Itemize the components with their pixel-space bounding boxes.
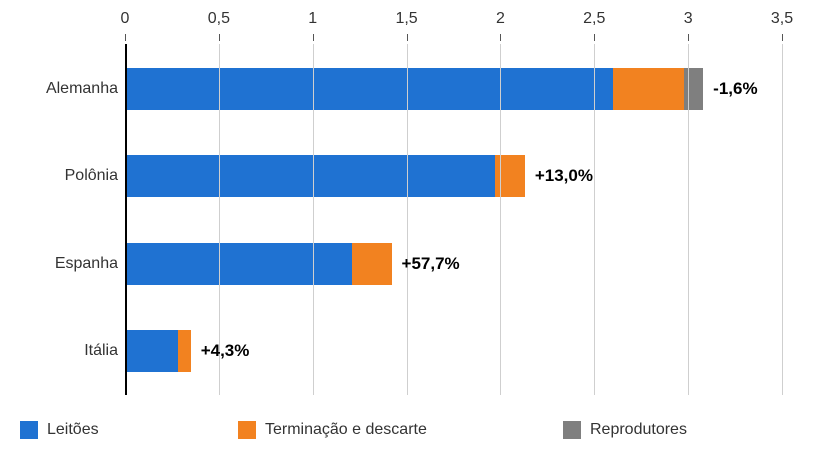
gridline (406, 44, 408, 395)
category-label: Polônia (64, 167, 118, 184)
x-axis-tick-mark (594, 34, 596, 41)
x-axis-tick-label: 2,5 (583, 10, 606, 27)
bar-segment-series-1 (352, 243, 392, 285)
x-axis-tick-mark (218, 34, 220, 41)
x-axis-tick-mark (782, 34, 783, 41)
category-label: Itália (84, 342, 118, 359)
baseline-axis (125, 44, 127, 395)
bar-segment-series-1 (494, 155, 525, 197)
gridline (594, 44, 596, 395)
gridline (500, 44, 502, 395)
legend-swatch-terminacao (238, 421, 256, 439)
legend-item-terminacao: Terminação e descarte (238, 417, 427, 443)
bar-value-label: +13,0% (534, 166, 593, 185)
legend-label-terminacao: Terminação e descarte (265, 421, 427, 438)
bar-value-label: +4,3% (200, 341, 250, 360)
x-axis-tick-mark (500, 34, 502, 41)
gridline (782, 44, 783, 395)
bar-segment-series-0 (125, 155, 495, 197)
gridline (312, 44, 314, 395)
category-label: Espanha (54, 255, 118, 272)
x-axis-tick-mark (688, 34, 690, 41)
legend-swatch-reprodutores (563, 421, 581, 439)
bar-value-label: -1,6% (713, 79, 758, 98)
bar-segment-series-0 (125, 68, 614, 110)
legend-label-leitoes: Leitões (47, 421, 99, 438)
x-axis-tick-label: 3 (683, 10, 693, 27)
bar-segment-series-1 (613, 68, 685, 110)
x-axis-tick-mark (406, 34, 408, 41)
legend-swatch-leitoes (20, 421, 38, 439)
x-axis-tick-mark (125, 34, 126, 41)
gridline (688, 44, 690, 395)
x-axis-tick-label: 1 (308, 10, 318, 27)
x-axis-tick-label: 3,5 (770, 10, 794, 27)
legend-item-reprodutores: Reprodutores (563, 417, 687, 443)
gridline (218, 44, 220, 395)
x-axis-tick-label: 0,5 (207, 10, 230, 27)
bar-segment-series-1 (177, 330, 191, 372)
legend-label-reprodutores: Reprodutores (590, 421, 687, 438)
x-axis-tick-label: 2 (495, 10, 505, 27)
bar-value-label: +57,7% (401, 254, 460, 273)
bar-segment-series-0 (125, 243, 353, 285)
legend-item-leitoes: Leitões (20, 417, 99, 443)
x-axis-tick-mark (312, 34, 314, 41)
category-label: Alemanha (45, 80, 118, 97)
x-axis-tick-label: 0 (120, 10, 130, 27)
x-axis-tick-label: 1,5 (395, 10, 418, 27)
bar-segment-series-0 (125, 330, 178, 372)
legend: Leitões Terminação e descarte Reprodutor… (0, 417, 820, 447)
